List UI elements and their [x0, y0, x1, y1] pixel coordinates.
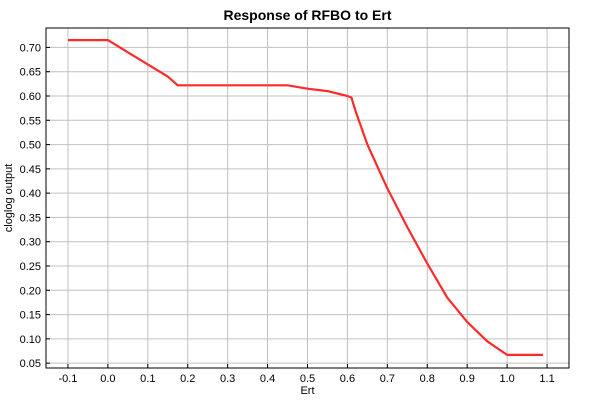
y-tick-label: 0.30 — [20, 237, 41, 249]
y-tick-label: 0.15 — [20, 310, 41, 322]
x-tick-label: 0.1 — [140, 373, 155, 385]
x-tick-label: 0.6 — [340, 373, 355, 385]
y-tick-label: 0.10 — [20, 334, 41, 346]
y-tick-label: 0.40 — [20, 188, 41, 200]
x-tick-label: 0.9 — [460, 373, 475, 385]
series-group — [68, 38, 543, 356]
x-tick-label: 1.1 — [539, 373, 554, 385]
x-tick-label: 0.2 — [180, 373, 195, 385]
x-tick-label: -0.1 — [58, 373, 77, 385]
y-tick-label: 0.70 — [20, 42, 41, 54]
y-tick-label: 0.65 — [20, 67, 41, 79]
chart-title: Response of RFBO to Ert — [223, 7, 391, 23]
x-tick-label: 0.4 — [260, 373, 275, 385]
x-tick-label: 0.8 — [420, 373, 435, 385]
y-tick-label: 0.20 — [20, 285, 41, 297]
y-axis-ticks: 0.05 0.10 0.15 0.20 0.25 0.30 0.35 0.40 0.45 0.50… — [20, 42, 50, 370]
y-tick-label: 0.35 — [20, 212, 41, 224]
x-axis-ticks: -0.1 0.0 0.1 0.2 0.3 0.4 0.5 0.6 0.7 0.8 0.9 1.0 1.1 — [58, 364, 555, 385]
plot-frame — [45, 27, 570, 369]
x-tick-label: 0.0 — [100, 373, 115, 385]
y-tick-label: 0.05 — [20, 358, 41, 370]
x-tick-label: 0.7 — [380, 373, 395, 385]
x-tick-label: 1.0 — [499, 373, 514, 385]
x-tick-label: 0.5 — [300, 373, 315, 385]
y-tick-label: 0.55 — [20, 115, 41, 127]
x-tick-label: 0.3 — [220, 373, 235, 385]
y-tick-label: 0.50 — [20, 140, 41, 152]
x-axis-label: Ert — [300, 385, 314, 397]
y-tick-label: 0.60 — [20, 91, 41, 103]
series-line — [68, 38, 543, 356]
y-tick-label: 0.25 — [20, 261, 41, 273]
y-axis-label: cloglog output — [3, 164, 15, 233]
y-tick-label: 0.45 — [20, 164, 41, 176]
